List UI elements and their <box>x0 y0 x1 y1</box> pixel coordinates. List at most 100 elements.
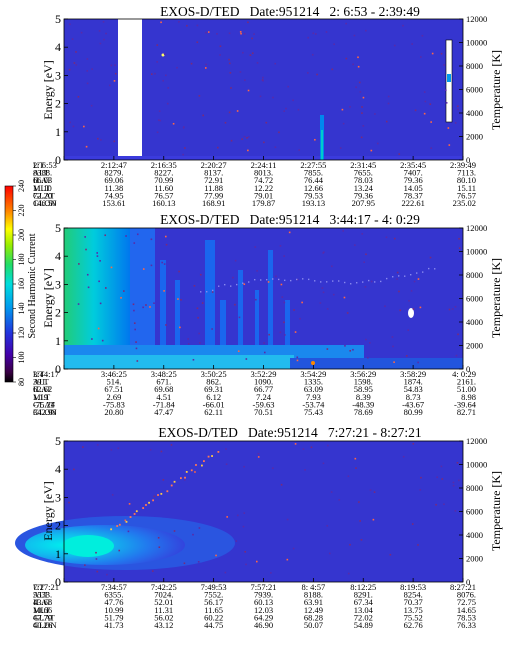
noise-speck <box>226 516 228 518</box>
colorbar-tick-label: 200 <box>17 229 26 241</box>
table-cell-alt: 7113. <box>457 168 476 178</box>
noise-speck <box>164 235 167 238</box>
noise-speck <box>215 554 217 557</box>
row-label-ilat: ILAT <box>33 175 52 185</box>
row-label-glon: GLON <box>33 407 57 417</box>
table-cell-glon: 44.75 <box>204 620 223 630</box>
noise-speck <box>330 491 333 493</box>
noise-speck <box>217 146 219 149</box>
noise-speck <box>177 298 179 300</box>
noise-speck <box>192 533 194 536</box>
table-cell-glon: 160.13 <box>152 198 175 208</box>
noise-speck <box>150 238 153 241</box>
table-cell-ut: 7:34:57 <box>101 582 127 592</box>
trace-speck <box>380 280 382 283</box>
noise-speck <box>96 570 99 573</box>
noise-speck <box>325 31 328 33</box>
noise-speck <box>452 481 455 484</box>
noise-speck <box>254 246 257 248</box>
noise-speck <box>96 444 99 446</box>
table-cell-mlt: 14.05 <box>404 183 423 193</box>
noise-speck <box>120 297 122 299</box>
noise-speck <box>197 561 200 563</box>
noise-speck <box>278 131 280 134</box>
panel-2-texture <box>77 230 461 364</box>
noise-speck <box>435 503 437 506</box>
noise-speck <box>365 29 367 32</box>
noise-speck <box>113 140 116 143</box>
panel-3-title: EXOS-D/TED Date:951214 7:27:21 - 8:27:21 <box>158 425 421 440</box>
panel-2-streak <box>160 260 166 369</box>
noise-speck <box>166 102 169 105</box>
noise-speck <box>205 31 207 34</box>
noise-speck <box>347 475 350 478</box>
noise-speck <box>362 96 365 99</box>
noise-speck <box>236 110 239 112</box>
noise-speck <box>82 446 84 448</box>
table-cell-alt: 7655. <box>354 168 373 178</box>
dispersion-speck <box>203 460 205 463</box>
noise-speck <box>86 82 89 85</box>
table-cell-glat: -48.39 <box>352 399 374 409</box>
table-cell-ilat: 76.44 <box>304 175 324 185</box>
table-cell-glon: 342.98 <box>33 407 56 417</box>
noise-speck <box>393 361 395 363</box>
panel-1-plot-area <box>63 18 464 161</box>
noise-speck <box>319 302 322 304</box>
noise-speck <box>229 72 232 74</box>
noise-speck <box>286 558 289 561</box>
noise-speck <box>402 24 404 27</box>
noise-speck <box>134 328 136 331</box>
table-cell-alt: 862. <box>206 377 221 387</box>
noise-speck <box>178 270 180 273</box>
noise-speck <box>398 290 400 293</box>
noise-speck <box>110 266 113 269</box>
panel-3-plot-area <box>15 440 464 583</box>
temperature-tick-label: 6000 <box>466 294 483 304</box>
noise-speck <box>420 56 422 58</box>
panel-2-orbit-table: UT3:44:17 3:46:25 3:48:25 3:50:25 3:52:29 3:5… <box>33 369 477 417</box>
noise-speck <box>133 322 136 324</box>
noise-speck <box>365 253 367 256</box>
table-cell-alt: 514. <box>106 377 121 387</box>
noise-speck <box>243 135 246 138</box>
table-cell-mlt: 11.65 <box>204 605 223 615</box>
noise-speck <box>84 564 86 566</box>
noise-speck <box>170 444 173 446</box>
noise-speck <box>447 127 450 129</box>
noise-speck <box>150 264 153 267</box>
noise-speck <box>272 96 274 99</box>
dispersion-speck <box>211 455 213 457</box>
noise-speck <box>275 275 277 278</box>
table-cell-glat: 68.28 <box>304 612 323 622</box>
noise-speck <box>240 32 242 35</box>
noise-speck <box>259 95 262 98</box>
panel-3: EXOS-D/TED Date:951214 7:27:21 - 8:27:21… <box>15 425 503 630</box>
noise-speck <box>369 342 371 344</box>
noise-speck <box>77 95 80 98</box>
energy-tick-label: 4 <box>55 249 61 263</box>
noise-speck <box>399 309 402 312</box>
table-cell-ut: 2:35:45 <box>400 160 426 170</box>
noise-speck <box>424 100 427 103</box>
noise-speck <box>451 308 454 310</box>
noise-speck <box>224 121 227 124</box>
noise-speck <box>280 283 283 286</box>
table-cell-mlt: 11.31 <box>154 605 173 615</box>
noise-speck <box>228 32 231 35</box>
noise-speck <box>288 231 291 234</box>
noise-speck <box>314 138 316 141</box>
trace-speck <box>296 278 298 281</box>
noise-speck <box>352 348 354 351</box>
table-cell-alt: 1090. <box>254 377 273 387</box>
table-cell-ut: 4: 0:29 <box>452 369 476 379</box>
noise-speck <box>454 510 457 512</box>
panel-2-plot-area <box>63 227 464 370</box>
table-cell-mlt: 4.51 <box>156 392 171 402</box>
noise-speck <box>187 343 190 345</box>
table-cell-glat: 79.01 <box>254 190 273 200</box>
noise-speck <box>216 33 218 35</box>
trace-speck <box>338 280 340 282</box>
noise-speck <box>125 235 127 237</box>
noise-speck <box>198 342 201 344</box>
